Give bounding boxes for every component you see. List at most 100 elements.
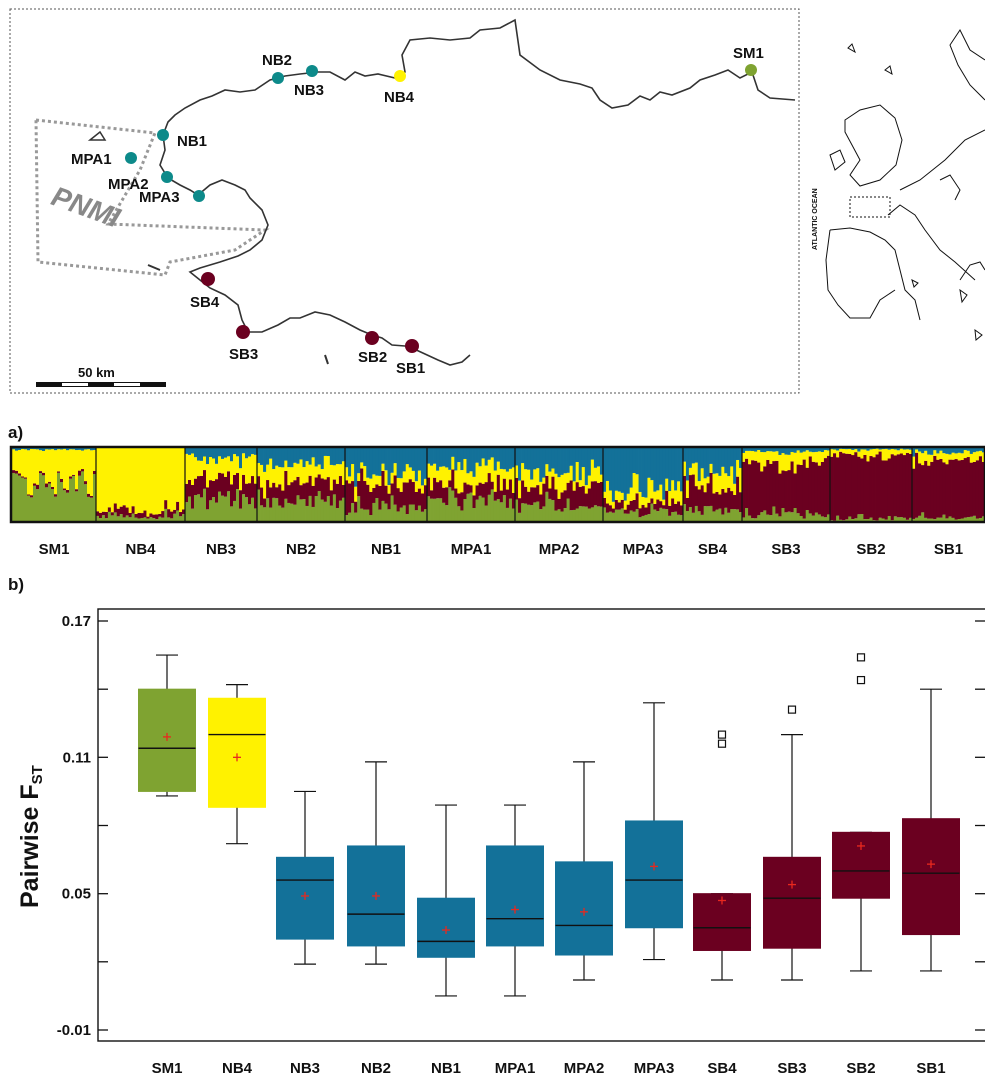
admixture-segment (724, 492, 728, 508)
admixture-segment (724, 473, 728, 493)
admixture-segment (674, 448, 678, 491)
admixture-segment (278, 448, 282, 468)
admixture-segment (754, 451, 758, 461)
admixture-segment (378, 509, 382, 522)
admixture-segment (656, 448, 660, 491)
admixture-segment (87, 493, 91, 497)
admixture-segment (763, 466, 767, 511)
admixture-segment (143, 517, 147, 522)
admixture-segment (960, 460, 965, 519)
admixture-segment (338, 448, 343, 465)
admixture-segment (757, 448, 761, 450)
admixture-segment (638, 448, 642, 492)
admixture-segment (608, 505, 613, 512)
admixture-segment (399, 448, 404, 479)
admixture-segment (875, 448, 879, 449)
admixture-segment (739, 492, 743, 513)
admixture-segment (960, 518, 965, 522)
admixture-segment (536, 468, 540, 486)
admixture-segment (423, 478, 428, 486)
admixture-segment (575, 482, 580, 509)
admixture-segment (164, 448, 168, 501)
admixture-segment (242, 474, 246, 495)
admixture-segment (505, 507, 510, 522)
admixture-segment (896, 450, 901, 455)
admixture-segment (860, 449, 864, 459)
admixture-segment (393, 475, 398, 505)
admixture-segment (942, 462, 946, 515)
admixture-segment (808, 451, 813, 457)
admixture-segment (969, 516, 974, 522)
admixture-segment (811, 461, 816, 516)
admixture-segment (12, 470, 16, 473)
admixture-segment (272, 469, 276, 483)
admixture-segment (78, 449, 82, 471)
admixture-segment (119, 514, 124, 522)
admixture-segment (475, 499, 479, 522)
admixture-segment (481, 497, 486, 522)
admixture-segment (72, 474, 76, 476)
admixture-segment (811, 515, 816, 522)
admixture-segment (227, 471, 231, 492)
admixture-segment (542, 483, 546, 507)
admixture-segment (90, 495, 94, 498)
admixture-segment (760, 452, 764, 472)
admixture-segment (736, 509, 740, 522)
admixture-segment (378, 475, 382, 486)
admixture-segment (709, 472, 713, 506)
plot-frame (97, 608, 985, 1042)
admixture-segment (27, 448, 31, 451)
admixture-segment (269, 507, 273, 522)
admixture-segment (185, 448, 189, 454)
admixture-segment (430, 448, 434, 466)
admixture-segment (966, 448, 971, 451)
admixture-segment (39, 450, 43, 472)
admixture-segment (869, 456, 873, 518)
admixture-segment (203, 488, 207, 522)
admixture-segment (617, 491, 622, 503)
admixture-segment (33, 448, 37, 450)
admixture-segment (730, 466, 734, 492)
outlier-marker (856, 675, 866, 685)
admixture-segment (209, 457, 213, 481)
admixture-segment (515, 477, 519, 500)
admixture-segment (242, 494, 246, 522)
admixture-segment (739, 467, 743, 493)
admixture-segment (857, 448, 861, 452)
admixture-segment (694, 448, 699, 463)
admixture-segment (608, 490, 613, 506)
admixture-segment (836, 457, 840, 516)
admixture-segment (402, 448, 407, 472)
admixture-segment (417, 488, 422, 506)
admixture-segment (149, 513, 153, 518)
admixture-segment (635, 448, 639, 475)
admixture-segment (945, 448, 949, 454)
admixture-segment (757, 462, 761, 516)
admixture-segment (603, 507, 607, 522)
admixture-segment (245, 448, 249, 459)
admixture-segment (445, 505, 449, 522)
admixture-segment (272, 497, 276, 522)
admixture-segment (275, 498, 279, 522)
admixture-segment (817, 451, 822, 466)
admixture-segment (957, 448, 962, 453)
admixture-segment (493, 500, 498, 522)
admixture-segment (320, 469, 325, 479)
admixture-segment (323, 448, 328, 456)
admixture-segment (875, 448, 879, 455)
admixture-segment (200, 460, 204, 476)
admixture-segment (978, 450, 983, 457)
admixture-segment (360, 508, 364, 522)
admixture-segment (757, 450, 761, 463)
admixture-segment (469, 485, 473, 493)
admixture-segment (317, 491, 322, 522)
admixture-segment (617, 502, 622, 510)
admixture-segment (978, 456, 983, 518)
admixture-segment (697, 481, 702, 490)
admixture-segment (110, 515, 115, 522)
admixture-segment (24, 478, 28, 522)
admixture-segment (188, 496, 192, 522)
admixture-segment (960, 453, 965, 461)
admixture-segment (668, 515, 672, 522)
